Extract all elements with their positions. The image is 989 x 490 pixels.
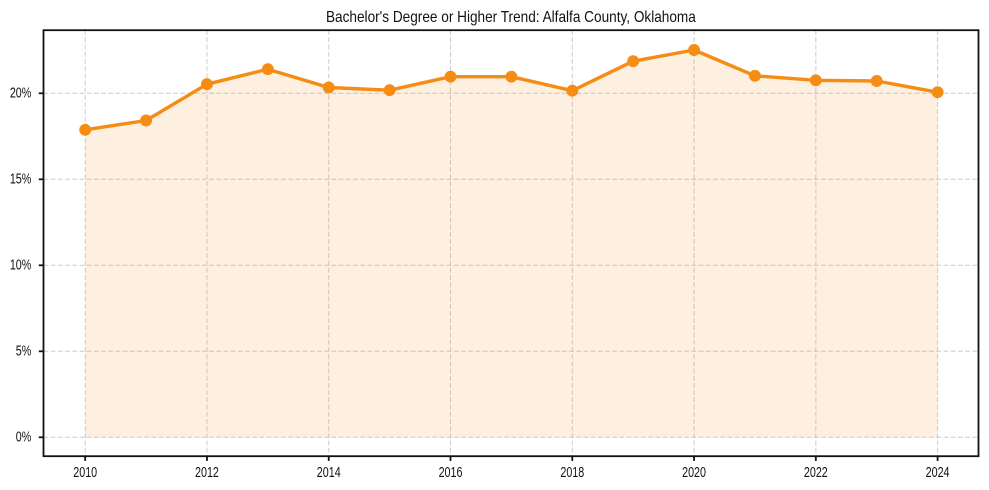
- svg-text:2010: 2010: [73, 463, 97, 480]
- svg-text:2012: 2012: [195, 463, 219, 480]
- svg-text:Bachelor's Degree or Higher Tr: Bachelor's Degree or Higher Trend: Alfal…: [326, 9, 697, 26]
- svg-text:2020: 2020: [682, 463, 706, 480]
- svg-text:10%: 10%: [10, 256, 32, 273]
- svg-text:2016: 2016: [439, 463, 463, 480]
- svg-text:2022: 2022: [804, 463, 828, 480]
- svg-text:20%: 20%: [10, 84, 32, 101]
- svg-text:2018: 2018: [560, 463, 584, 480]
- svg-text:2014: 2014: [317, 463, 341, 480]
- svg-text:5%: 5%: [16, 342, 32, 359]
- svg-text:2024: 2024: [926, 463, 950, 480]
- svg-text:0%: 0%: [16, 428, 32, 445]
- svg-text:15%: 15%: [10, 170, 32, 187]
